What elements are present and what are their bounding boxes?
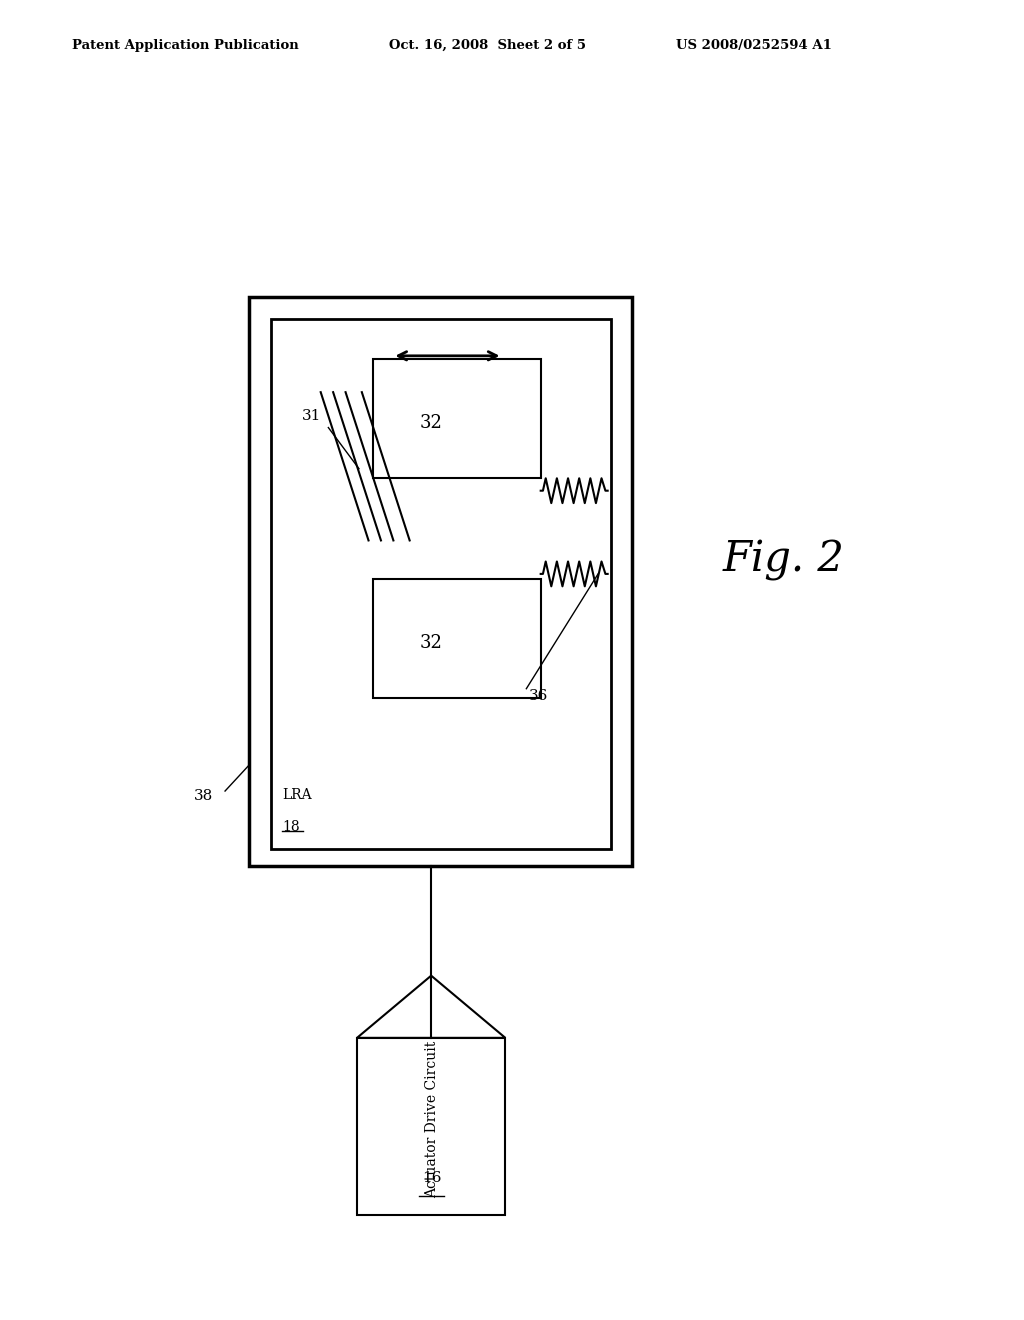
Text: 18: 18 (283, 820, 300, 834)
Polygon shape (357, 975, 505, 1038)
Text: 32: 32 (419, 413, 442, 432)
Bar (357, 1038, 505, 1214)
Bar (374, 578, 541, 698)
Text: Oct. 16, 2008  Sheet 2 of 5: Oct. 16, 2008 Sheet 2 of 5 (389, 38, 586, 51)
Text: Patent Application Publication: Patent Application Publication (72, 38, 298, 51)
Text: 32: 32 (419, 634, 442, 652)
Text: Actuator Drive Circuit: Actuator Drive Circuit (425, 1040, 438, 1197)
Text: 31: 31 (301, 409, 321, 424)
Text: Fig. 2: Fig. 2 (723, 539, 845, 581)
Text: 36: 36 (529, 689, 549, 704)
Bar (374, 359, 541, 478)
Text: 16: 16 (422, 1171, 441, 1185)
Text: LRA: LRA (283, 788, 312, 801)
Text: 38: 38 (195, 789, 214, 803)
Bar (271, 318, 610, 849)
Bar (249, 297, 632, 866)
Text: US 2008/0252594 A1: US 2008/0252594 A1 (676, 38, 831, 51)
